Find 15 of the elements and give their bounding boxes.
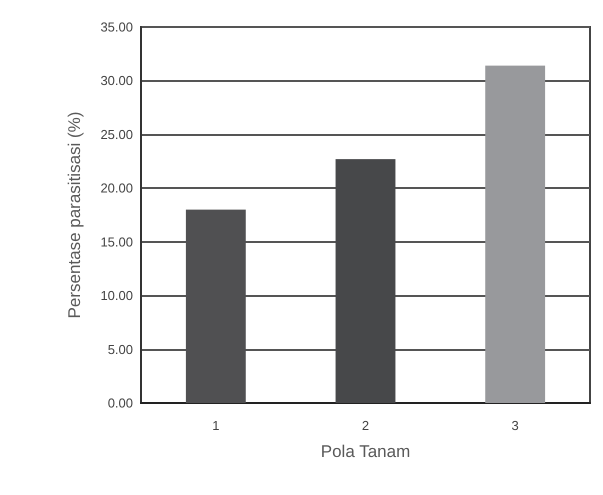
y-axis-title: Persentase parasitisasi (%) xyxy=(65,112,84,318)
bar xyxy=(485,66,546,403)
y-tick-label: 15.00 xyxy=(100,234,133,250)
bar xyxy=(336,159,396,403)
x-tick-label: 1 xyxy=(212,418,220,433)
y-tick-label: 20.00 xyxy=(100,180,133,196)
y-tick-label: 10.00 xyxy=(100,288,133,304)
y-tick-label: 35.00 xyxy=(100,20,133,34)
y-tick-label: 25.00 xyxy=(100,126,133,142)
x-tick-label: 2 xyxy=(362,418,370,433)
x-axis-title: Pola Tanam xyxy=(320,442,410,461)
y-tick-label: 0.00 xyxy=(108,396,133,410)
x-tick-label: 3 xyxy=(512,418,519,433)
y-tick-label: 30.00 xyxy=(100,73,133,88)
y-tick-label: 5.00 xyxy=(108,342,133,357)
